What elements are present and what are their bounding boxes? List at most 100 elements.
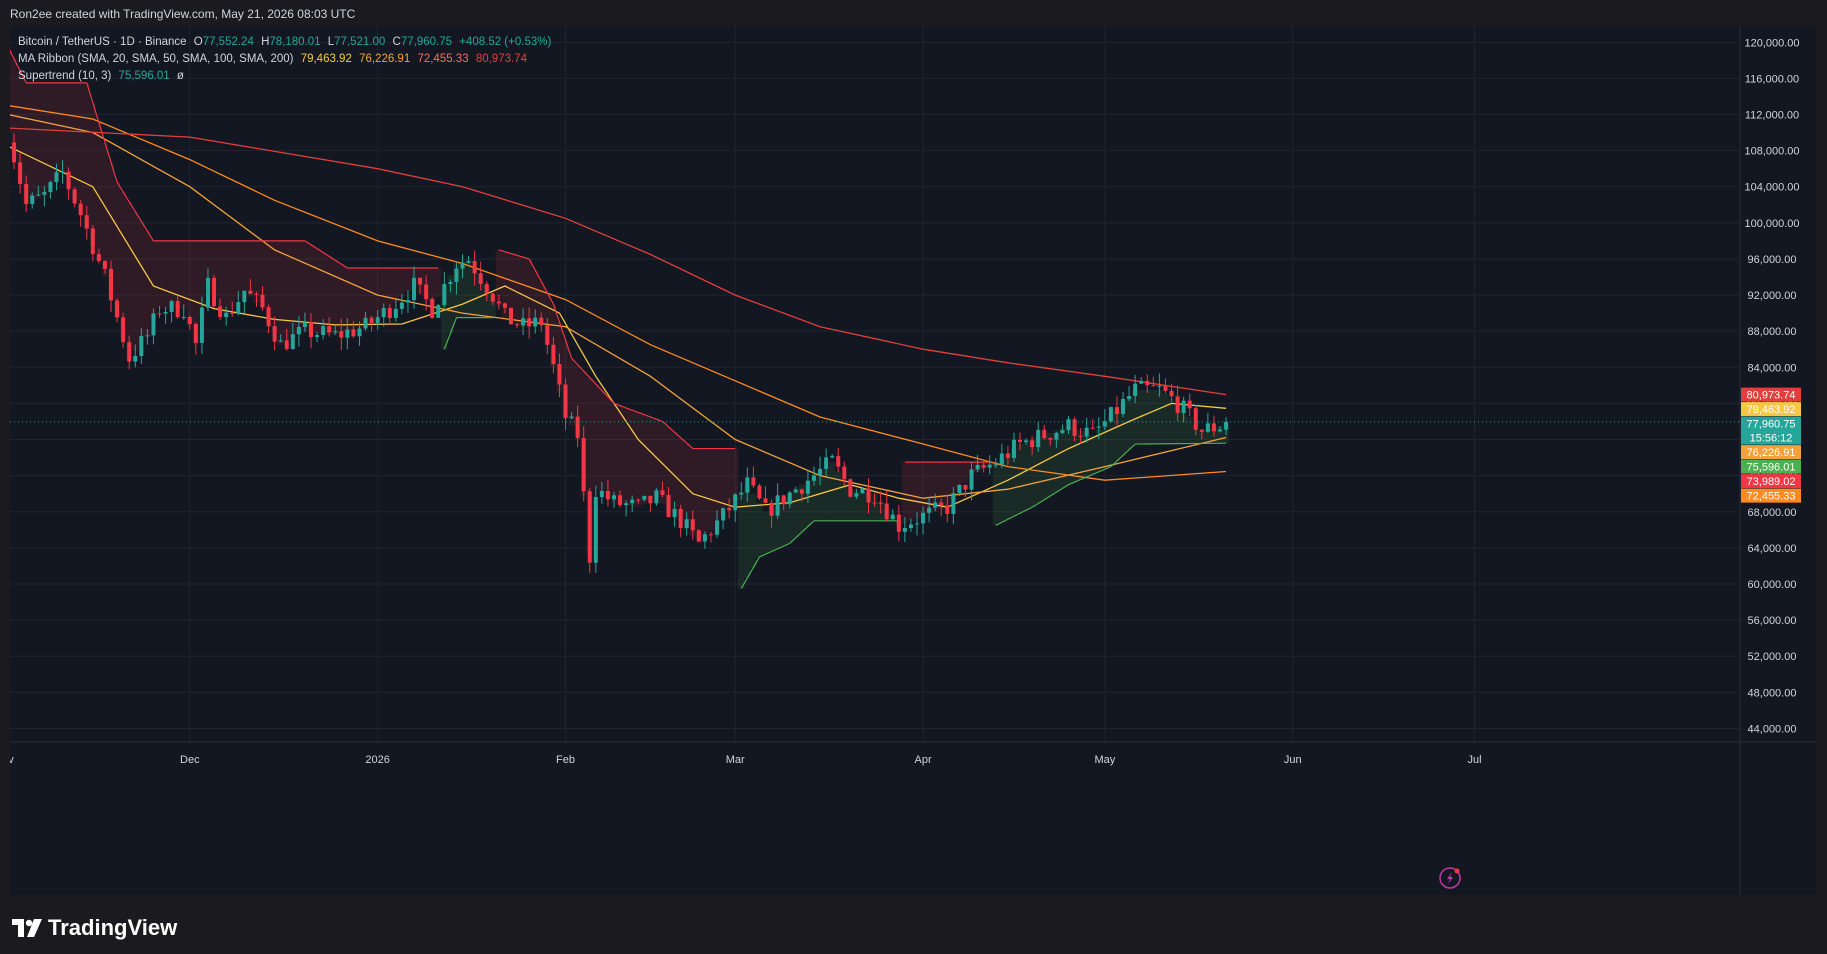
candle-body — [515, 324, 520, 326]
candle-body — [842, 466, 847, 480]
chart-panel[interactable]: 120,000.00 116,000.00 112,000.00 108,000.00… — [2, 26, 1816, 895]
candle-body — [1218, 429, 1222, 432]
x-tick-label: ov — [10, 754, 14, 766]
candle-body — [490, 293, 495, 302]
tradingview-logo-icon — [12, 919, 42, 937]
price-tag — [1741, 474, 1801, 489]
candle-body — [193, 324, 198, 343]
supertrend-row[interactable]: Supertrend (10, 3) 75,596.01 ø — [18, 68, 551, 85]
candle-body — [151, 313, 156, 336]
supertrend-fill-band — [192, 240, 199, 345]
supertrend-fill-band — [204, 240, 212, 287]
candle-body — [145, 335, 150, 337]
supertrend-value: 75,596.01 — [118, 70, 170, 82]
supertrend-fill-band — [1107, 416, 1114, 467]
supertrend-fill-band — [629, 410, 636, 507]
candle-body — [908, 524, 913, 529]
candle-body — [890, 514, 895, 520]
brand-name: TradingView — [48, 915, 178, 940]
price-axis[interactable]: 120,000.00 116,000.00 112,000.00 108,000.00… — [1744, 37, 1799, 735]
supertrend-fill-band — [1186, 416, 1193, 444]
time-axis[interactable]: ov Dec 2026 Feb Mar Apr May Jun Jul — [2, 754, 1482, 766]
candle-body — [1084, 427, 1089, 437]
supertrend-fill-band — [289, 240, 296, 338]
candle-body — [12, 142, 17, 163]
price-tag — [1741, 387, 1801, 402]
supertrend-fill-band — [277, 240, 284, 345]
candle-body — [1181, 400, 1186, 413]
candle-body — [212, 277, 217, 307]
supertrend-fill-band — [162, 240, 169, 309]
candle-body — [648, 495, 653, 504]
supertrend-fill-band — [326, 256, 333, 335]
supertrend-fill-band — [186, 240, 193, 327]
supertrend-fill-band — [362, 267, 369, 327]
candle-body — [1169, 390, 1174, 397]
candle-body — [157, 313, 162, 315]
candle-body — [1163, 385, 1168, 391]
supertrend-fill-band — [938, 462, 945, 510]
candle-body — [660, 490, 665, 495]
candle-body — [587, 491, 592, 563]
x-tick-label: Jul — [1467, 754, 1481, 766]
lightning-icon[interactable] — [1439, 867, 1461, 889]
supertrend-segment — [7, 46, 27, 84]
supertrend-fill-band — [786, 493, 793, 544]
ma-ribbon-row[interactable]: MA Ribbon (SMA, 20, SMA, 50, SMA, 100, S… — [18, 51, 551, 68]
candles — [6, 120, 1229, 573]
supertrend-segment — [443, 317, 458, 350]
supertrend-fill-band — [11, 58, 18, 157]
supertrend-fill-band — [944, 462, 951, 508]
grid-lines — [7, 26, 1740, 742]
supertrend-fill-band — [1016, 444, 1024, 514]
candle-body — [963, 484, 968, 490]
candle-body — [1072, 419, 1077, 436]
price-chart[interactable]: 120,000.00 116,000.00 112,000.00 108,000.00… — [2, 26, 1816, 895]
supertrend-fill-band — [592, 384, 599, 490]
candle-body — [484, 283, 489, 294]
ohlc-open-label: O — [193, 36, 203, 48]
candle-body — [872, 502, 877, 504]
candle-body — [993, 464, 998, 466]
candle-body — [1054, 432, 1059, 440]
supertrend-fill-band — [701, 448, 708, 537]
candle-body — [448, 282, 453, 284]
supertrend-fill-band — [847, 489, 854, 521]
tradingview-logo[interactable]: TradingView — [12, 915, 177, 941]
candle-body — [1018, 439, 1023, 443]
candle-body — [127, 342, 132, 362]
credit-text: Ron2ee created with TradingView.com, May… — [10, 7, 356, 21]
candle-body — [412, 277, 417, 301]
supertrend-fill-band — [1041, 435, 1048, 500]
supertrend-fill-band — [671, 432, 678, 516]
candle-body — [321, 326, 326, 336]
candle-body — [793, 489, 798, 493]
supertrend-segment — [1110, 443, 1136, 468]
supertrend-fill-band — [59, 82, 66, 174]
supertrend-fill-band — [1113, 410, 1121, 461]
supertrend-segment — [789, 520, 815, 544]
supertrend-fill-band — [386, 267, 393, 309]
candle-body — [745, 477, 750, 493]
supertrend-fill-band — [1162, 394, 1169, 444]
price-tag-label: 79,463.92 — [1747, 404, 1796, 416]
candle-body — [115, 300, 120, 318]
supertrend-segment — [498, 249, 530, 260]
y-tick-label: 100,000.00 — [1744, 218, 1799, 230]
supertrend-fill-band — [689, 448, 696, 536]
supertrend-fill-band — [738, 492, 745, 589]
candle-body — [975, 464, 980, 470]
supertrend-line — [7, 46, 1227, 589]
candle-body — [1078, 435, 1083, 437]
supertrend-fill-band — [71, 82, 78, 201]
ohlc-high-label: H — [261, 36, 270, 48]
candle-body — [884, 503, 889, 520]
candle-body — [345, 329, 350, 338]
candle-body — [854, 493, 859, 497]
supertrend-fill-band — [853, 490, 860, 521]
price-tag-label: 72,455.33 — [1747, 491, 1796, 503]
x-tick-label: Feb — [556, 754, 575, 766]
symbol-row[interactable]: Bitcoin / TetherUS · 1D · Binance O77,55… — [18, 34, 551, 51]
supertrend-fill-band — [107, 162, 115, 298]
supertrend-fill-band — [47, 82, 54, 189]
